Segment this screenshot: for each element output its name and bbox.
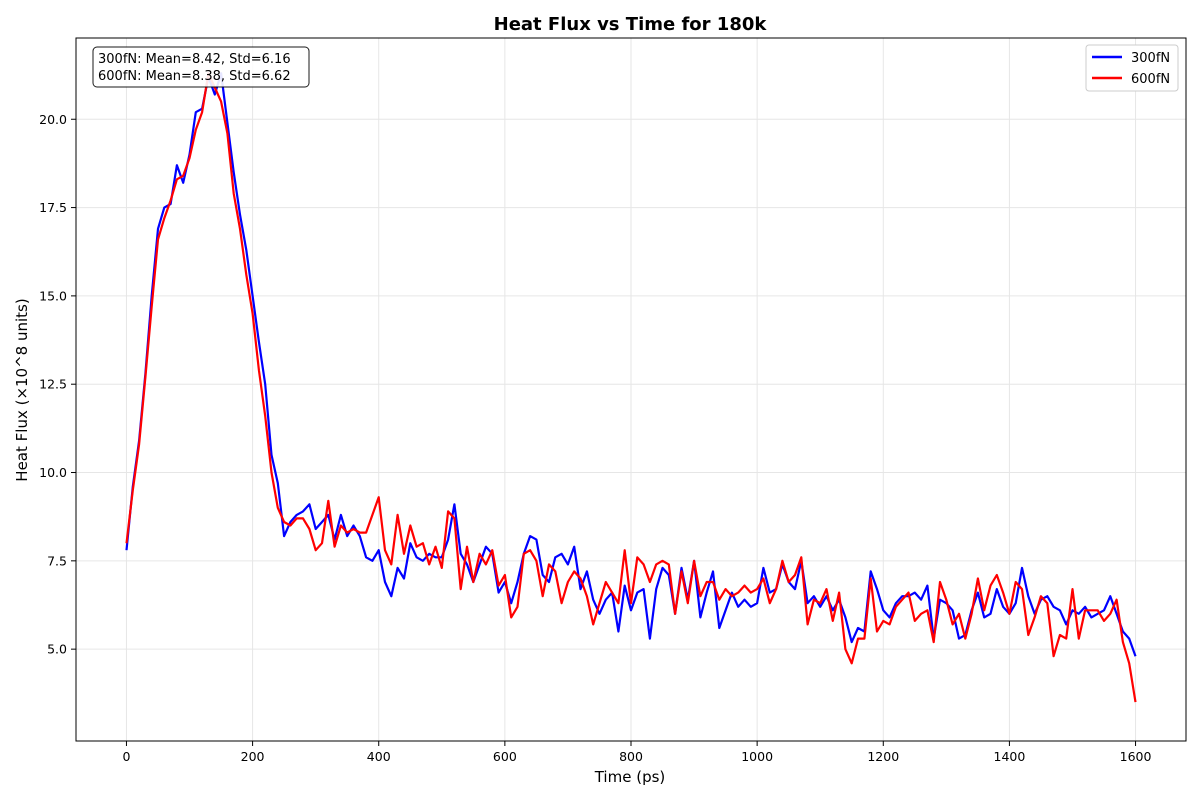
legend-label-300fn: 300fN: [1131, 51, 1170, 66]
stats-box: 300fN: Mean=8.42, Std=6.16 600fN: Mean=8…: [92, 46, 310, 88]
plot-frame: [75, 37, 1187, 742]
stats-line-600fn: 600fN: Mean=8.38, Std=6.62: [98, 69, 291, 84]
x-tick-label: 0: [122, 749, 130, 764]
y-axis-label: Heat Flux (×10^8 units): [13, 298, 31, 481]
y-tick-label: 20.0: [39, 112, 67, 127]
legend: 300fN 600fN: [1085, 44, 1179, 92]
stats-line-300fn: 300fN: Mean=8.42, Std=6.16: [98, 52, 291, 67]
grid-lines: [76, 38, 1186, 741]
stats-box-frame: [92, 46, 310, 88]
axis-ticks: 0 200 400 600 800 1000 1200 1400 1600 5.0 7.5 10.0 1…: [39, 112, 1151, 764]
legend-label-600fn: 600fN: [1131, 72, 1170, 87]
y-tick-label: 15.0: [39, 288, 67, 303]
y-tick-label: 17.5: [39, 200, 67, 215]
x-tick-label: 1200: [867, 749, 899, 764]
x-tick-label: 600: [493, 749, 517, 764]
y-tick-label: 5.0: [47, 642, 67, 657]
x-tick-label: 400: [367, 749, 391, 764]
x-axis-label: Time (ps): [594, 768, 666, 786]
x-tick-label: 800: [619, 749, 643, 764]
series-line-600fn: [125, 72, 1137, 703]
x-tick-label: 200: [241, 749, 265, 764]
y-tick-label: 10.0: [39, 465, 67, 480]
series-lines: [125, 72, 1137, 703]
x-tick-label: 1000: [741, 749, 773, 764]
y-tick-label: 7.5: [47, 553, 67, 568]
chart-title: Heat Flux vs Time for 180k: [494, 14, 768, 35]
y-tick-label: 12.5: [39, 377, 67, 392]
x-tick-label: 1400: [994, 749, 1026, 764]
x-tick-label: 1600: [1120, 749, 1152, 764]
